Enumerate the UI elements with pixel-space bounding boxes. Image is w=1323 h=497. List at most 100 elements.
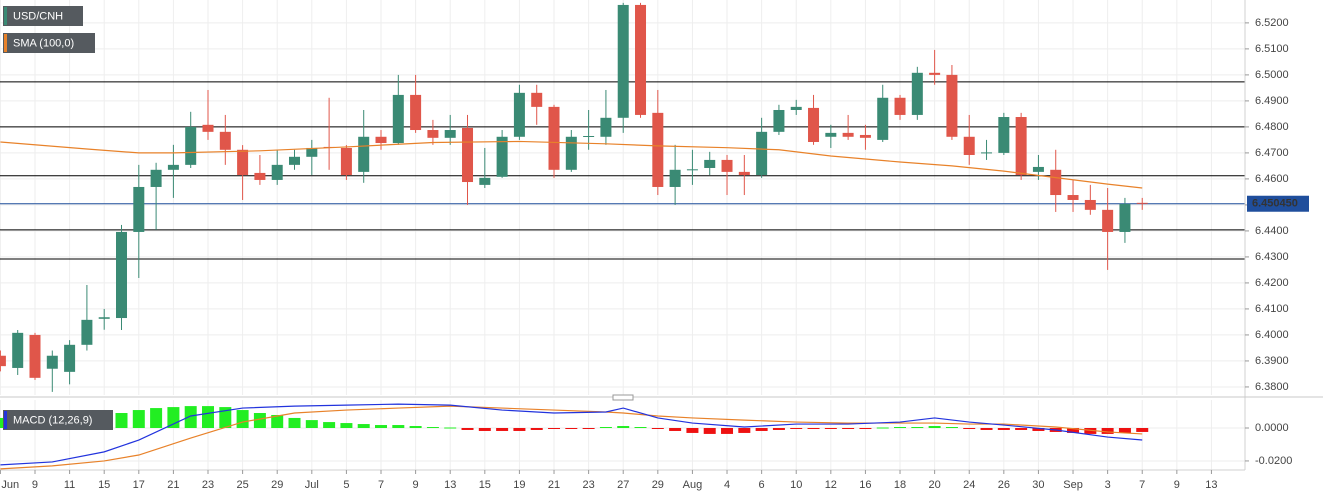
candle-body bbox=[340, 147, 352, 176]
candle-body bbox=[963, 136, 975, 155]
macd-histogram-bar bbox=[565, 428, 578, 429]
x-tick-label: 29 bbox=[652, 479, 664, 491]
macd-histogram-bar bbox=[184, 406, 197, 428]
macd-histogram-bar bbox=[842, 428, 855, 429]
macd-histogram-bar bbox=[997, 428, 1010, 430]
candle-body bbox=[877, 97, 889, 140]
candle-body bbox=[167, 164, 179, 170]
macd-histogram-bar bbox=[202, 406, 215, 428]
candle-body bbox=[600, 117, 612, 137]
x-tick-label: 9 bbox=[32, 479, 38, 491]
macd-histogram-bar bbox=[824, 428, 837, 429]
candle-body bbox=[133, 186, 145, 232]
macd-histogram-bar bbox=[167, 407, 180, 428]
candle-body bbox=[479, 177, 491, 185]
sma-line bbox=[0, 140, 1143, 189]
candle-body bbox=[392, 94, 404, 144]
candle-body bbox=[911, 72, 923, 115]
x-tick-label: 12 bbox=[825, 479, 837, 491]
macd-histogram-bar bbox=[790, 428, 803, 429]
macd-histogram-bar bbox=[1118, 428, 1131, 433]
y-tick-label: 6.3800 bbox=[1255, 381, 1289, 393]
x-tick-label: 29 bbox=[271, 479, 283, 491]
candle-body bbox=[721, 159, 733, 172]
macd-histogram-bar bbox=[132, 410, 145, 428]
macd-histogram-bar bbox=[721, 428, 734, 434]
candle-body bbox=[375, 136, 387, 144]
candle-body bbox=[1050, 169, 1062, 196]
candle-body bbox=[237, 149, 249, 176]
x-tick-label: 21 bbox=[548, 479, 560, 491]
candle-body bbox=[289, 156, 301, 165]
x-tick-label: 20 bbox=[929, 479, 941, 491]
macd-histogram-bar bbox=[409, 426, 422, 428]
x-tick-label: Aug bbox=[683, 479, 703, 491]
x-tick-label: 3 bbox=[1105, 479, 1111, 491]
x-tick-label: 17 bbox=[133, 479, 145, 491]
candle-body bbox=[998, 117, 1010, 153]
macd-histogram-bar bbox=[340, 423, 353, 428]
macd-histogram-bar bbox=[980, 428, 993, 430]
x-tick-label: 10 bbox=[790, 479, 802, 491]
y-tick-label: 6.4300 bbox=[1255, 251, 1289, 263]
candle-body bbox=[202, 124, 214, 132]
candle-body bbox=[12, 332, 24, 368]
candle-body bbox=[583, 136, 595, 138]
macd-histogram-bar bbox=[772, 428, 785, 430]
x-tick-label: 26 bbox=[998, 479, 1010, 491]
x-tick-label: 4 bbox=[724, 479, 730, 491]
legend: USD/CNH SMA (100,0) MACD (12,26,9) bbox=[3, 6, 113, 430]
pane-handle[interactable] bbox=[612, 394, 634, 401]
candle-body bbox=[565, 136, 577, 170]
y-tick-label: 6.4700 bbox=[1255, 147, 1289, 159]
candle-body bbox=[29, 334, 41, 378]
x-tick-label: 9 bbox=[1174, 479, 1180, 491]
macd-histogram-bar bbox=[236, 410, 249, 428]
y-tick-label: 6.4600 bbox=[1255, 173, 1289, 185]
x-tick-label: 24 bbox=[963, 479, 975, 491]
macd-histogram-bar bbox=[617, 426, 630, 428]
x-tick-label: 7 bbox=[378, 479, 384, 491]
macd-histogram-bar bbox=[703, 428, 716, 434]
candle-body bbox=[617, 4, 629, 118]
macd-histogram-bar bbox=[1015, 428, 1028, 430]
x-tick-label: 9 bbox=[413, 479, 419, 491]
candle-body bbox=[738, 171, 750, 176]
y-tick-label: 6.4900 bbox=[1255, 95, 1289, 107]
macd-histogram-bar bbox=[859, 428, 872, 429]
candle-body bbox=[669, 169, 681, 187]
candle-body bbox=[981, 152, 993, 154]
x-tick-label: 13 bbox=[444, 479, 456, 491]
x-tick-label: 15 bbox=[479, 479, 491, 491]
legend-series-stripe bbox=[4, 7, 7, 25]
candle-body bbox=[81, 319, 93, 345]
legend-series-text: USD/CNH bbox=[13, 10, 63, 22]
x-tick-label: 6 bbox=[759, 479, 765, 491]
candle-body bbox=[531, 92, 543, 107]
y-tick-label: 6.4800 bbox=[1255, 121, 1289, 133]
x-tick-label: 30 bbox=[1032, 479, 1044, 491]
macd-histogram-bar bbox=[1136, 428, 1149, 432]
candle-body bbox=[808, 107, 820, 142]
candle-body bbox=[410, 94, 422, 131]
candle-body bbox=[1102, 209, 1114, 232]
candle-body bbox=[496, 136, 508, 177]
x-tick-label: 23 bbox=[582, 479, 594, 491]
candle-body bbox=[98, 317, 110, 319]
y-tick-label: 6.5000 bbox=[1255, 69, 1289, 81]
macd-histogram-bar bbox=[513, 428, 526, 431]
x-tick-label: 15 bbox=[98, 479, 110, 491]
macd-histogram-bar bbox=[271, 414, 284, 428]
legend-macd-stripe bbox=[4, 411, 7, 429]
x-tick-label: 25 bbox=[236, 479, 248, 491]
candle-body bbox=[929, 72, 941, 75]
macd-histogram-bar bbox=[894, 427, 907, 429]
macd-signal-line bbox=[0, 405, 1143, 470]
macd-histogram-bar bbox=[807, 428, 820, 429]
y-tick-label: 6.5100 bbox=[1255, 43, 1289, 55]
candle-body bbox=[64, 344, 76, 372]
macd-histogram-bar bbox=[530, 428, 543, 430]
candle-body bbox=[150, 169, 162, 187]
y-tick-label: 6.4100 bbox=[1255, 303, 1289, 315]
